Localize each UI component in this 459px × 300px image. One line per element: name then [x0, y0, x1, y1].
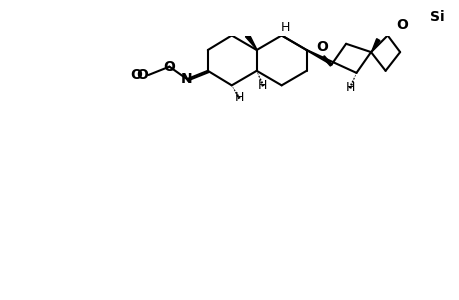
- Text: H: H: [280, 21, 290, 34]
- Text: H: H: [257, 79, 267, 92]
- Text: O: O: [136, 68, 148, 82]
- Text: O: O: [315, 40, 327, 54]
- Text: N: N: [181, 72, 192, 86]
- Text: Si: Si: [429, 10, 444, 24]
- Polygon shape: [245, 34, 257, 50]
- Text: O: O: [395, 18, 407, 32]
- Text: O: O: [163, 60, 175, 74]
- Text: H: H: [345, 81, 354, 94]
- Text: H: H: [234, 91, 243, 104]
- Text: O: O: [130, 68, 142, 82]
- Polygon shape: [387, 23, 403, 36]
- Polygon shape: [370, 39, 379, 52]
